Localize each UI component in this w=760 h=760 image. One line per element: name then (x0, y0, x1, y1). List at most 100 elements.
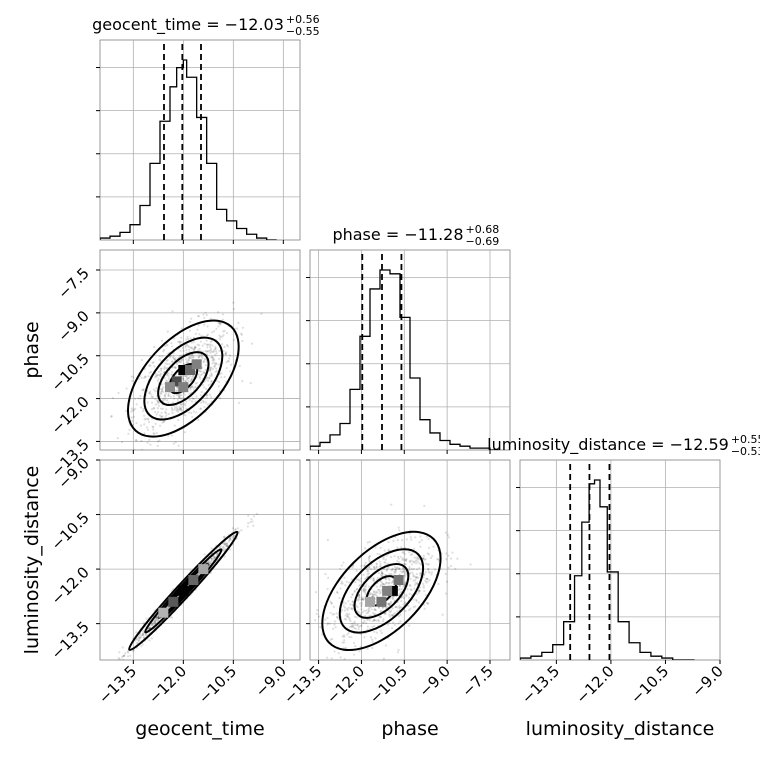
sample-point (163, 365, 166, 368)
sample-point (363, 636, 366, 639)
sample-point (428, 579, 431, 582)
sample-point (199, 377, 202, 380)
sample-point (213, 556, 216, 560)
sample-point (160, 392, 163, 395)
sample-point (162, 399, 165, 402)
sample-point (171, 407, 174, 411)
sample-point (413, 556, 416, 559)
sample-point (353, 620, 356, 623)
sample-point (180, 403, 183, 406)
sample-point (197, 324, 200, 327)
sample-point (208, 393, 212, 396)
sample-point (382, 582, 385, 586)
sample-point (396, 546, 399, 549)
sample-point (155, 619, 158, 622)
sample-point (366, 573, 369, 576)
sample-point (372, 624, 376, 628)
sample-point (178, 360, 181, 363)
sample-point (174, 357, 177, 360)
sample-point (363, 563, 366, 567)
sample-point (394, 568, 397, 571)
sample-point (89, 689, 91, 691)
sample-point (201, 372, 204, 376)
sample-point (206, 403, 209, 406)
y-tick-label: −12.0 (48, 393, 93, 438)
sample-point (179, 354, 182, 357)
sample-point (157, 377, 160, 380)
sample-point (420, 539, 423, 542)
sample-point (225, 361, 228, 364)
sample-point (187, 356, 191, 360)
sample-point (397, 588, 400, 591)
sample-point (145, 617, 148, 620)
sample-point (401, 571, 404, 574)
density-cell (393, 575, 404, 585)
sample-point (381, 620, 385, 623)
sample-point (412, 598, 415, 601)
sample-point (217, 385, 220, 388)
sample-point (203, 357, 206, 361)
sample-point (402, 570, 405, 573)
sample-point (159, 369, 163, 372)
sample-point (199, 394, 202, 397)
sample-point (226, 331, 229, 335)
sample-point (210, 380, 213, 383)
density-cell (178, 365, 189, 375)
sample-point (184, 379, 187, 382)
sample-point (211, 358, 215, 361)
sample-point (160, 415, 163, 418)
sample-point (359, 645, 363, 648)
sample-point (226, 544, 229, 547)
sample-point (166, 362, 169, 366)
sample-point (132, 649, 135, 652)
sample-point (426, 577, 429, 581)
sample-point (399, 570, 402, 573)
sample-point (374, 546, 377, 549)
sample-point (158, 414, 162, 417)
sample-point (218, 322, 221, 325)
sample-point (172, 394, 175, 398)
sample-point (197, 353, 201, 356)
sample-point (324, 572, 327, 576)
sample-point (208, 374, 211, 377)
sample-point (371, 625, 374, 629)
sample-point (368, 593, 372, 596)
sample-point (211, 362, 214, 365)
sample-point (361, 596, 364, 599)
sample-point (410, 567, 413, 571)
sample-point (417, 590, 420, 593)
sample-point (165, 359, 168, 362)
sample-point (408, 572, 412, 575)
sample-point (214, 345, 217, 349)
contour-level-1 (128, 530, 239, 651)
sample-point (412, 567, 416, 571)
sample-point (188, 354, 191, 357)
sample-point (143, 414, 146, 417)
sample-point (117, 656, 120, 660)
sample-point (329, 611, 332, 614)
sample-point (397, 526, 400, 529)
sample-point (393, 570, 396, 574)
sample-point (227, 360, 230, 363)
sample-point (372, 578, 375, 581)
sample-point (332, 627, 335, 630)
sample-point (189, 337, 192, 340)
sample-point (108, 664, 110, 666)
sample-point (170, 370, 174, 374)
sample-point (127, 651, 130, 654)
sample-point (391, 580, 394, 583)
sample-point (357, 594, 360, 597)
sample-point (348, 635, 351, 638)
sample-point (417, 591, 420, 594)
sample-point (184, 404, 187, 407)
sample-point (416, 582, 419, 585)
sample-point (414, 579, 417, 582)
sample-point (229, 537, 232, 540)
sample-point (194, 385, 197, 389)
sample-point (353, 615, 357, 618)
sample-point (197, 373, 200, 376)
sample-point (378, 590, 381, 593)
sample-point (350, 578, 354, 581)
sample-point (366, 541, 369, 544)
sample-point (429, 556, 433, 560)
